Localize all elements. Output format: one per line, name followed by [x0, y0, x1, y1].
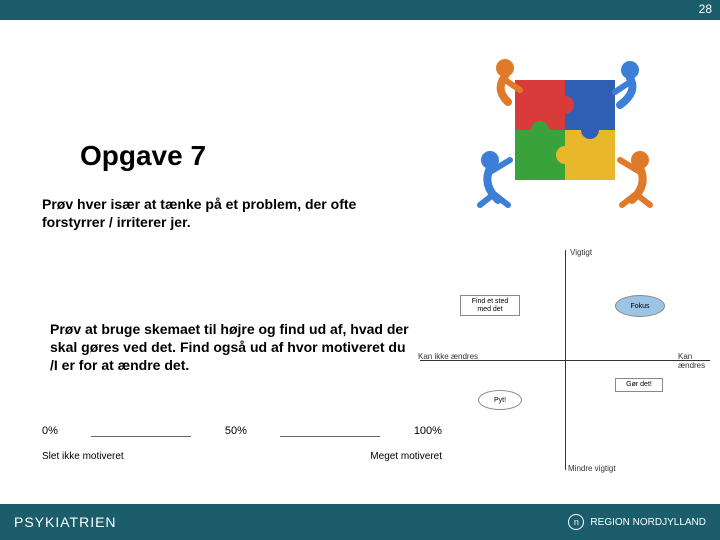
footer-bar: PSYKIATRIEN n REGION NORDJYLLAND	[0, 504, 720, 540]
scale-segment	[280, 425, 380, 437]
axis-label-left: Kan ikke ændres	[418, 352, 478, 361]
scale-tick-0: 0%	[42, 425, 58, 437]
quadrant-box-tl-line1: Find et sted	[472, 298, 509, 305]
top-bar: 28	[0, 0, 720, 20]
figure-top-right	[615, 61, 639, 105]
footer-logo-icon: n	[568, 514, 584, 530]
slide-title: Opgave 7	[80, 140, 206, 172]
axis-label-top: Vigtigt	[570, 248, 592, 257]
puzzle-svg	[460, 50, 670, 210]
puzzle-illustration	[460, 50, 670, 210]
scale-label-left: Slet ikke motiveret	[42, 451, 124, 462]
scale-ticks-row: 0% 50% 100%	[42, 425, 442, 437]
axis-label-right: Kan ændres	[678, 352, 710, 370]
axis-label-bottom: Mindre vigtigt	[568, 464, 616, 473]
footer-brand-left: PSYKIATRIEN	[14, 514, 117, 530]
scale-tick-1: 50%	[225, 425, 247, 437]
quadrant-box-br: Gør det!	[615, 378, 663, 392]
quadrant-box-tl: Find et sted med det	[460, 295, 520, 316]
footer-brand-right: n REGION NORDJYLLAND	[568, 514, 706, 530]
motivation-scale: 0% 50% 100% Slet ikke motiveret Meget mo…	[42, 425, 442, 462]
paragraph-2: Prøv at bruge skemaet til højre og find …	[50, 320, 410, 375]
paragraph-1: Prøv hver især at tænke på et problem, d…	[42, 195, 402, 231]
slide-content: Opgave 7 Prøv hver især at tænke på et p…	[0, 20, 720, 504]
quadrant-diagram: Vigtigt Mindre vigtigt Kan ikke ændres K…	[420, 250, 710, 475]
figure-bottom-right	[620, 151, 650, 205]
scale-labels-row: Slet ikke motiveret Meget motiveret	[42, 451, 442, 462]
quadrant-oval-tr: Fokus	[615, 295, 665, 317]
quadrant-oval-bl: Pyt!	[478, 390, 522, 410]
scale-segment	[91, 425, 191, 437]
quadrant-box-tl-line2: med det	[477, 306, 502, 313]
quadrant-vertical-axis	[565, 250, 566, 470]
figure-bottom-left	[480, 151, 510, 205]
page-number: 28	[699, 2, 712, 16]
footer-region-text: REGION NORDJYLLAND	[590, 517, 706, 528]
